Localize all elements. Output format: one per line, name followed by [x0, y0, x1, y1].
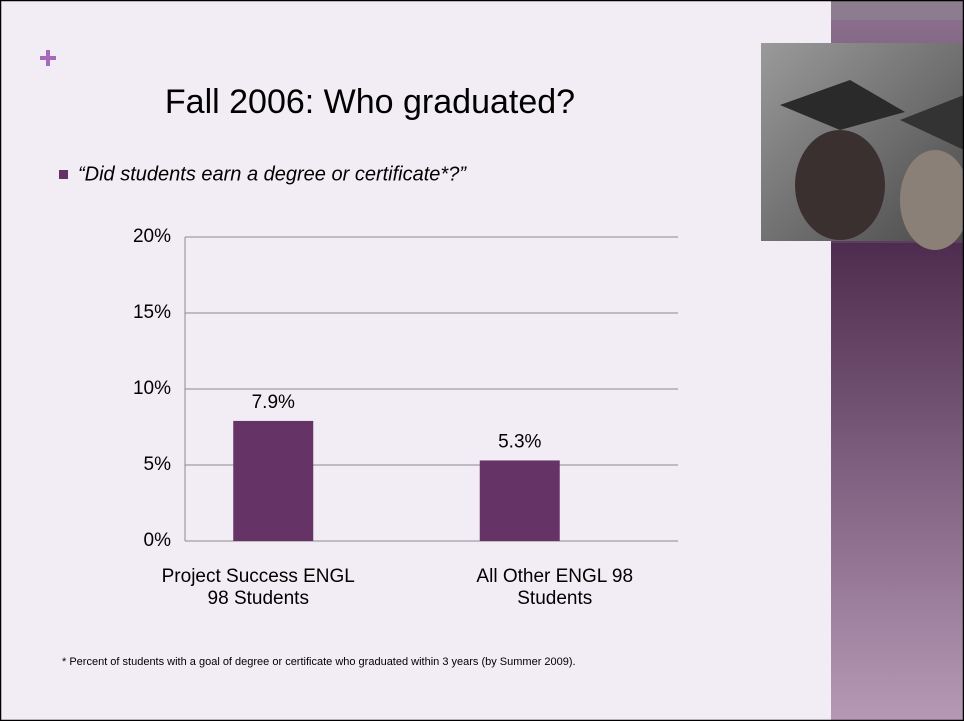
- bullet: [59, 170, 68, 179]
- value-label: 5.3%: [498, 431, 541, 452]
- photo: [761, 43, 964, 250]
- y-tick-label: 15%: [133, 302, 171, 323]
- y-tick-label: 20%: [133, 226, 171, 247]
- y-tick-label: 0%: [144, 530, 172, 551]
- y-tick-label: 5%: [144, 454, 172, 475]
- footnote: * Percent of students with a goal of deg…: [62, 656, 576, 668]
- subtitle: “Did students earn a degree or certifica…: [78, 163, 467, 185]
- side-band: [831, 243, 964, 721]
- bar: [233, 420, 314, 541]
- title: Fall 2006: Who graduated?: [165, 83, 575, 121]
- value-label: 7.9%: [252, 392, 295, 413]
- plus-icon: [40, 50, 56, 66]
- x-tick-label: Project Success ENGL 98 Students: [161, 566, 355, 609]
- bar: [479, 460, 560, 541]
- side-band-top: [831, 0, 964, 20]
- y-tick-label: 10%: [133, 378, 171, 399]
- x-tick-label: All Other ENGL 98 Students: [476, 566, 634, 609]
